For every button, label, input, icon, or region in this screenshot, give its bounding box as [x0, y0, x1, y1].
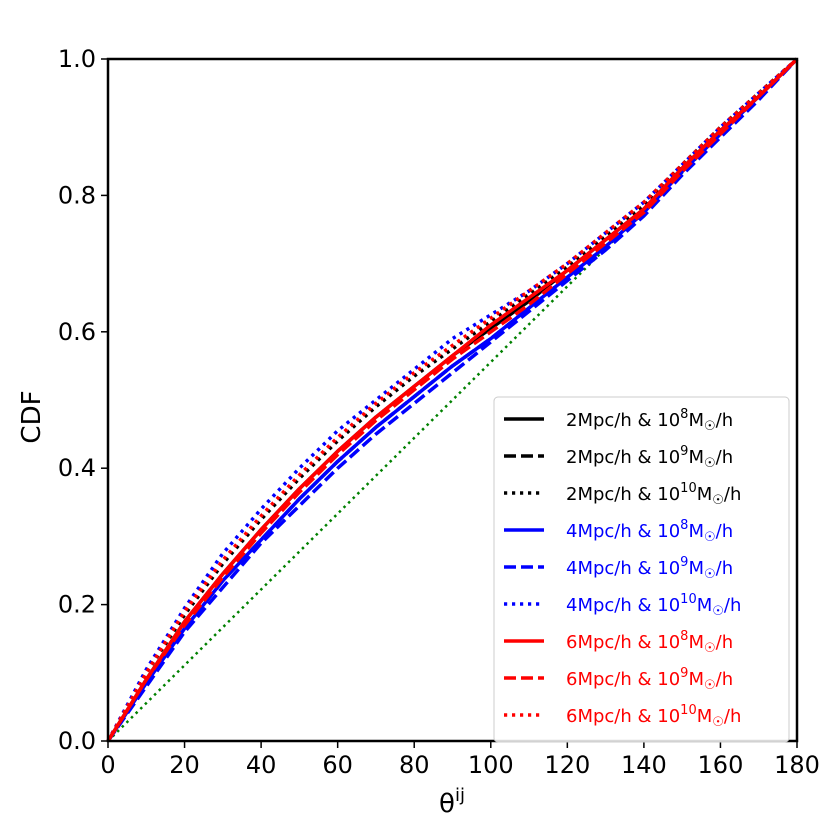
- series-line-4: [106, 57, 799, 742]
- legend-unit: M: [688, 632, 704, 653]
- legend-unit-tail: /h: [716, 447, 733, 468]
- y-axis: 0.0 0.2 0.4 0.6 0.8 1.0: [58, 45, 108, 755]
- legend-label: 4Mpc/h & 10: [566, 521, 680, 542]
- legend-unit-tail: /h: [716, 632, 733, 653]
- legend-unit-tail: /h: [724, 484, 741, 505]
- legend-entry-1: 2Mpc/h & 108M☉/h: [566, 407, 733, 434]
- legend-unit: M: [688, 447, 704, 468]
- legend-entry-8: 6Mpc/h & 109M☉/h: [566, 666, 733, 693]
- legend-unit: M: [688, 521, 704, 542]
- legend-unit-tail: /h: [716, 669, 733, 690]
- series-line-6: [106, 57, 799, 742]
- y-tick-label: 1.0: [58, 45, 96, 73]
- legend-entry-4: 4Mpc/h & 108M☉/h: [566, 518, 733, 545]
- legend-entry-6: 4Mpc/h & 1010M☉/h: [566, 592, 741, 619]
- legend-unit: M: [688, 410, 704, 431]
- legend-entry-5: 4Mpc/h & 109M☉/h: [566, 555, 733, 582]
- y-tick-label: 0.8: [58, 181, 96, 209]
- x-tick-label: 180: [774, 751, 820, 779]
- series-line-9: [106, 57, 799, 742]
- legend-unit: M: [697, 484, 713, 505]
- legend-entry-3: 2Mpc/h & 1010M☉/h: [566, 481, 741, 508]
- legend-unit-tail: /h: [724, 706, 741, 727]
- legend-sun-symbol: ☉: [704, 567, 716, 582]
- legend-sun-symbol: ☉: [704, 456, 716, 471]
- y-tick-label: 0.6: [58, 318, 96, 346]
- x-axis-label: θij: [439, 785, 465, 819]
- legend-unit: M: [697, 706, 713, 727]
- legend-sun-symbol: ☉: [704, 641, 716, 656]
- legend-unit-tail: /h: [724, 595, 741, 616]
- legend-exponent: 8: [680, 407, 688, 422]
- x-axis-label-superscript: ij: [455, 785, 465, 806]
- series-line-8: [106, 57, 799, 742]
- y-tick-label: 0.2: [58, 591, 96, 619]
- y-tick-label: 0.0: [58, 727, 96, 755]
- x-tick-label: 0: [100, 751, 115, 779]
- x-axis: 0 20 40 60 80 100 120 140 160 180: [100, 741, 820, 779]
- legend-entry-9: 6Mpc/h & 1010M☉/h: [566, 703, 741, 730]
- legend-exponent: 8: [680, 629, 688, 644]
- legend-unit: M: [688, 669, 704, 690]
- x-tick-label: 120: [544, 751, 590, 779]
- legend-sun-symbol: ☉: [712, 604, 724, 619]
- legend-unit: M: [688, 558, 704, 579]
- legend-label: 4Mpc/h & 10: [566, 595, 680, 616]
- x-tick-label: 40: [246, 751, 277, 779]
- legend-label: 2Mpc/h & 10: [566, 410, 680, 431]
- legend-sun-symbol: ☉: [704, 419, 716, 434]
- legend-sun-symbol: ☉: [704, 678, 716, 693]
- x-tick-label: 80: [399, 751, 430, 779]
- legend-unit-tail: /h: [716, 521, 733, 542]
- legend-label: 2Mpc/h & 10: [566, 484, 680, 505]
- x-tick-label: 60: [322, 751, 353, 779]
- legend-exponent: 10: [680, 592, 697, 607]
- series-line-5: [106, 57, 799, 743]
- y-tick-label: 0.4: [58, 454, 96, 482]
- legend-sun-symbol: ☉: [712, 715, 724, 730]
- x-tick-label: 20: [169, 751, 200, 779]
- legend-sun-symbol: ☉: [704, 530, 716, 545]
- x-tick-label: 140: [621, 751, 667, 779]
- legend-exponent: 9: [680, 444, 688, 459]
- x-tick-label: 160: [698, 751, 744, 779]
- plot-frame: [106, 57, 799, 743]
- plot-area: [106, 57, 799, 743]
- legend-entry-2: 2Mpc/h & 109M☉/h: [566, 444, 733, 471]
- legend-exponent: 9: [680, 666, 688, 681]
- legend-unit-tail: /h: [716, 558, 733, 579]
- x-axis-label-main: θ: [439, 789, 455, 819]
- legend-exponent: 10: [680, 703, 697, 718]
- y-axis-label: CDF: [17, 390, 47, 443]
- legend-label: 6Mpc/h & 10: [566, 669, 680, 690]
- legend-entry-7: 6Mpc/h & 108M☉/h: [566, 629, 733, 656]
- legend-label: 6Mpc/h & 10: [566, 706, 680, 727]
- legend-label: 2Mpc/h & 10: [566, 447, 680, 468]
- x-tick-label: 100: [468, 751, 514, 779]
- legend-label: 6Mpc/h & 10: [566, 632, 680, 653]
- legend-box: [493, 396, 790, 743]
- legend-unit: M: [697, 595, 713, 616]
- series-line-7: [106, 57, 799, 742]
- legend-sun-symbol: ☉: [712, 493, 724, 508]
- legend-label: 4Mpc/h & 10: [566, 558, 680, 579]
- legend-exponent: 10: [680, 481, 697, 496]
- legend-exponent: 9: [680, 555, 688, 570]
- legend-exponent: 8: [680, 518, 688, 533]
- legend-unit-tail: /h: [716, 410, 733, 431]
